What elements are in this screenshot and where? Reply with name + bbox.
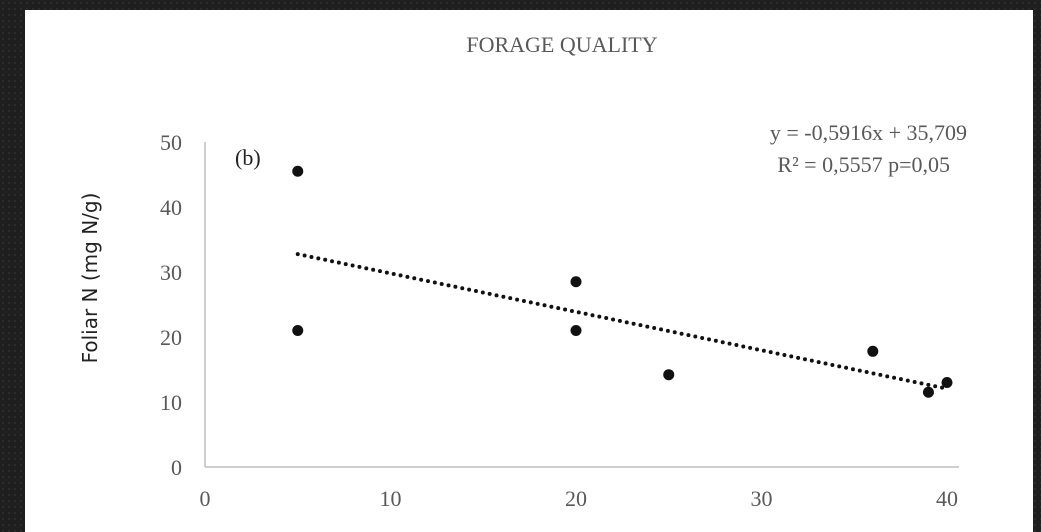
y-tick-label: 40: [160, 195, 182, 220]
chart-panel: FORAGE QUALITY (b) y = -0,5916x + 35,709…: [25, 10, 1033, 532]
data-point: [292, 165, 304, 177]
data-point: [941, 377, 953, 388]
data-point: [570, 325, 582, 336]
x-tick-label: 10: [380, 486, 402, 511]
data-point: [292, 325, 304, 336]
data-points: [292, 165, 953, 398]
data-point: [922, 386, 934, 398]
trendline: [295, 252, 949, 391]
x-tick-label: 0: [200, 486, 211, 511]
y-tick-label: 20: [160, 325, 182, 350]
scatter-chart: FORAGE QUALITY (b) y = -0,5916x + 35,709…: [78, 32, 967, 511]
x-tick-label: 40: [936, 486, 958, 511]
trendline-stats: R² = 0,5557 p=0,05: [777, 152, 950, 177]
y-tick-label: 10: [160, 390, 182, 415]
data-point: [663, 369, 675, 381]
x-tick-labels: 0 10 20 30 40: [200, 486, 959, 511]
y-axis-label: Foliar N (mg N/g): [78, 193, 102, 364]
y-tick-labels: 0 10 20 30 40 50: [160, 130, 182, 480]
x-tick-label: 20: [565, 486, 587, 511]
trendline-group: [295, 252, 949, 391]
chart-title: FORAGE QUALITY: [466, 32, 657, 57]
y-tick-label: 50: [160, 130, 182, 155]
trendline-equation: y = -0,5916x + 35,709: [770, 120, 967, 145]
y-tick-label: 0: [171, 455, 182, 480]
data-point: [867, 345, 879, 357]
y-tick-label: 30: [160, 260, 182, 285]
data-point: [570, 276, 582, 288]
x-tick-label: 30: [751, 486, 773, 511]
panel-label: (b): [235, 145, 261, 170]
